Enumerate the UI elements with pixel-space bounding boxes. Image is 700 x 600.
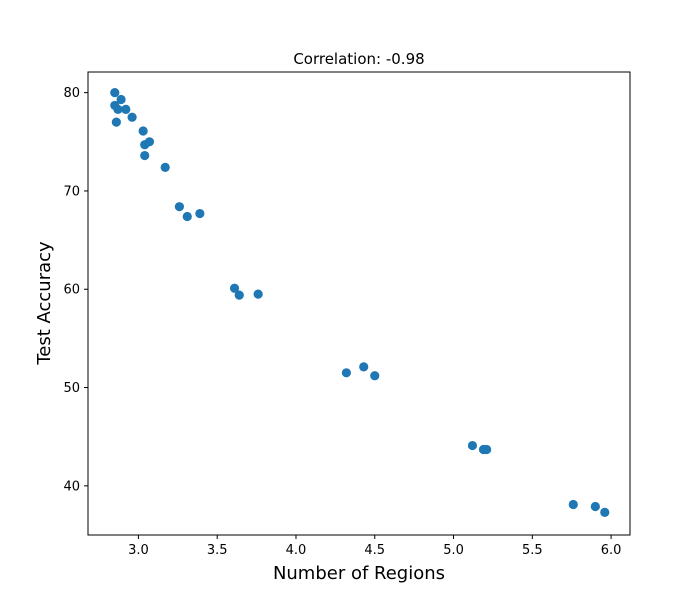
data-point	[174, 202, 184, 212]
y-tick-label: 80	[63, 86, 80, 101]
x-tick-label: 4.0	[286, 543, 307, 558]
data-point	[253, 289, 263, 299]
data-point	[341, 368, 351, 378]
x-axis-label: Number of Regions	[273, 563, 445, 584]
data-point	[160, 162, 170, 172]
y-axis-label: Test Accuracy	[34, 241, 55, 366]
data-point	[370, 371, 380, 381]
data-point	[590, 501, 600, 512]
data-point	[113, 104, 123, 114]
x-tick-label: 4.5	[364, 543, 385, 558]
y-tick-label: 70	[63, 184, 80, 199]
x-tick-label: 6.0	[601, 543, 622, 558]
y-tick-label: 60	[63, 283, 80, 298]
data-point	[600, 507, 610, 517]
data-point	[144, 137, 155, 147]
data-point	[229, 283, 240, 293]
data-point	[138, 126, 148, 136]
y-tick-label: 50	[63, 381, 80, 396]
data-point	[110, 88, 120, 98]
data-point	[195, 208, 205, 219]
plot-area: 3.0 3.5 4.0 4.5 5.0 5.5 6.0 40 50 60 70 80	[63, 71, 631, 558]
data-point	[140, 150, 150, 161]
data-point	[482, 444, 492, 455]
axes-frame	[87, 71, 631, 536]
y-tick-label: 40	[63, 479, 80, 494]
x-tick-label: 3.5	[207, 543, 228, 558]
data-point	[116, 94, 126, 105]
data-point	[111, 117, 121, 127]
x-axis-ticks: 3.0 3.5 4.0 4.5 5.0 5.5 6.0	[128, 535, 621, 558]
x-tick-label: 5.5	[522, 543, 543, 558]
data-points	[110, 88, 610, 517]
chart-title: Correlation: -0.98	[293, 50, 424, 68]
data-point	[127, 112, 137, 122]
y-axis-ticks: 40 50 60 70 80	[63, 86, 88, 494]
data-point	[467, 440, 478, 451]
data-point	[359, 362, 369, 372]
x-tick-label: 5.0	[443, 543, 464, 558]
data-point	[568, 499, 578, 510]
data-point	[121, 104, 131, 114]
data-point	[182, 211, 192, 222]
data-point	[234, 290, 244, 300]
x-tick-label: 3.0	[128, 543, 149, 558]
